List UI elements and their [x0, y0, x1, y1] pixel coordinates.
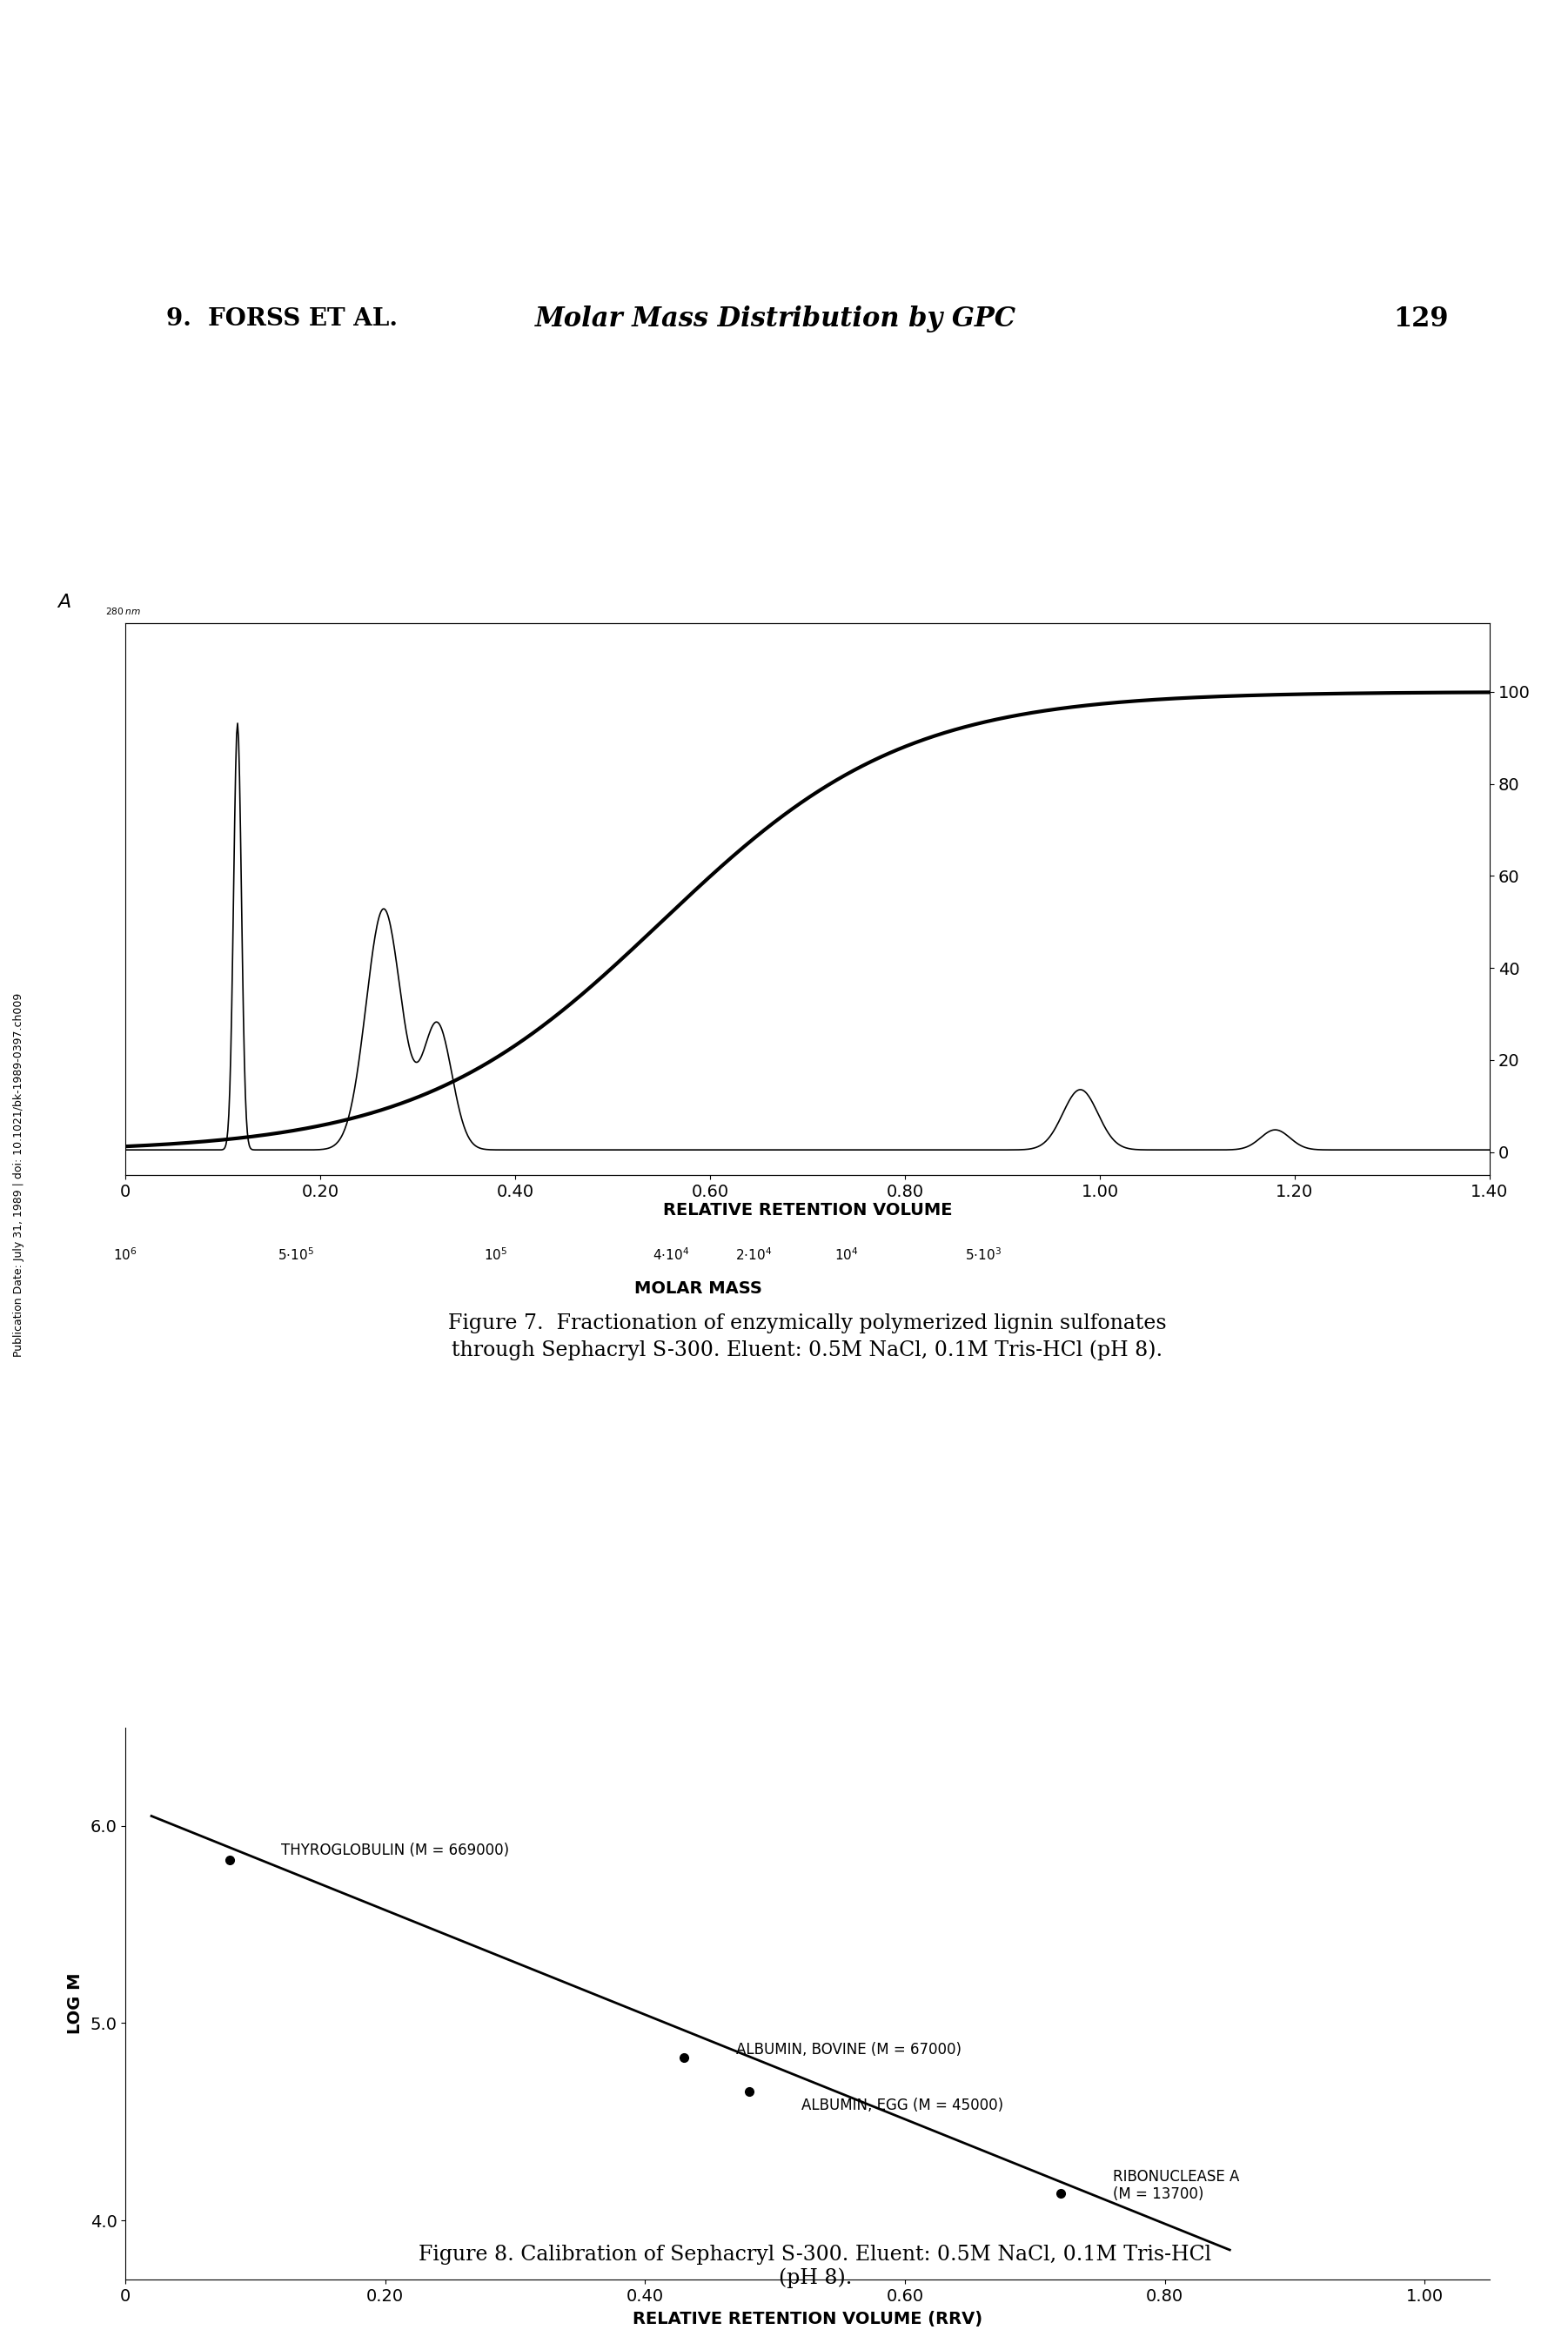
Text: 9.  FORSS ET AL.: 9. FORSS ET AL.	[166, 308, 398, 331]
Text: $5{\cdot}10^3$: $5{\cdot}10^3$	[964, 1248, 1002, 1262]
Text: ALBUMIN, BOVINE (M = 67000): ALBUMIN, BOVINE (M = 67000)	[735, 2042, 961, 2056]
Text: $10^6$: $10^6$	[113, 1248, 138, 1262]
Text: $A$: $A$	[56, 592, 71, 611]
Text: MOLAR MASS: MOLAR MASS	[635, 1281, 762, 1297]
Text: $2{\cdot}10^4$: $2{\cdot}10^4$	[735, 1248, 773, 1262]
Text: 129: 129	[1394, 306, 1449, 331]
Y-axis label: LOG M: LOG M	[67, 1972, 85, 2035]
Text: Publication Date: July 31, 1989 | doi: 10.1021/bk-1989-0397.ch009: Publication Date: July 31, 1989 | doi: 1…	[13, 994, 25, 1356]
Text: $5{\cdot}10^5$: $5{\cdot}10^5$	[278, 1248, 314, 1262]
Text: THYROGLOBULIN (M = 669000): THYROGLOBULIN (M = 669000)	[281, 1842, 510, 1859]
Text: Molar Mass Distribution by GPC: Molar Mass Distribution by GPC	[535, 306, 1016, 331]
Text: $4{\cdot}10^4$: $4{\cdot}10^4$	[652, 1248, 690, 1262]
Text: $_{280\,nm}$: $_{280\,nm}$	[105, 604, 141, 618]
X-axis label: RELATIVE RETENTION VOLUME (RRV): RELATIVE RETENTION VOLUME (RRV)	[632, 2310, 983, 2326]
Text: $10^4$: $10^4$	[834, 1248, 859, 1262]
Text: RIBONUCLEASE A
(M = 13700): RIBONUCLEASE A (M = 13700)	[1113, 2169, 1239, 2202]
Text: $10^5$: $10^5$	[485, 1248, 508, 1262]
Text: ALBUMIN, EGG (M = 45000): ALBUMIN, EGG (M = 45000)	[801, 2099, 1004, 2113]
Text: Figure 7.  Fractionation of enzymically polymerized lignin sulfonates
through Se: Figure 7. Fractionation of enzymically p…	[448, 1314, 1167, 1361]
Text: Figure 8. Calibration of Sephacryl S-300. Eluent: 0.5M NaCl, 0.1M Tris-HCl
(pH 8: Figure 8. Calibration of Sephacryl S-300…	[419, 2244, 1212, 2289]
X-axis label: RELATIVE RETENTION VOLUME: RELATIVE RETENTION VOLUME	[663, 1203, 952, 1220]
